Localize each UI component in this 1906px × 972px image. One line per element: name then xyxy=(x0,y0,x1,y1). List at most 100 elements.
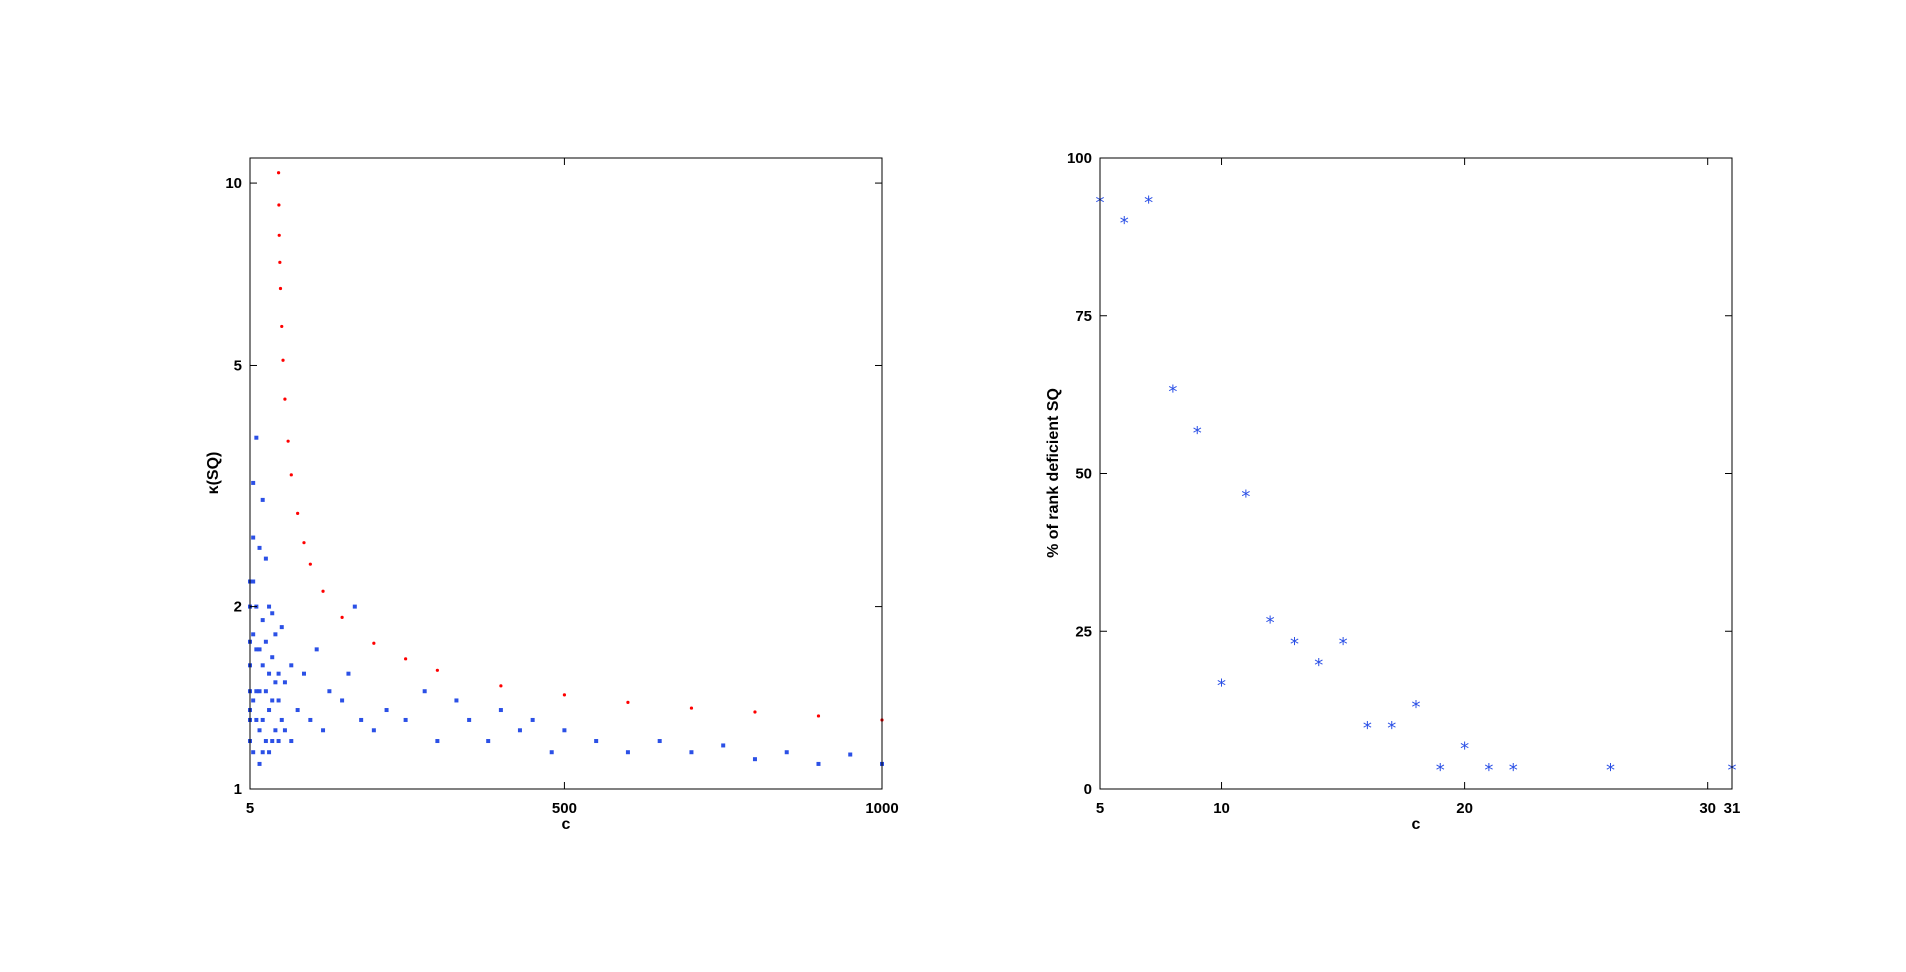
data-point xyxy=(260,497,265,502)
x-tick-label: 500 xyxy=(552,800,577,817)
data-point: * xyxy=(1314,655,1323,676)
data-point xyxy=(254,647,259,652)
data-point xyxy=(276,698,281,703)
data-point xyxy=(257,689,262,694)
data-point xyxy=(289,739,294,744)
data-point xyxy=(372,641,376,645)
data-point xyxy=(562,693,567,697)
data-point xyxy=(816,714,821,718)
data-point xyxy=(251,579,256,584)
data-point xyxy=(486,739,491,744)
data-point xyxy=(260,618,265,623)
y-tick-label: 0 xyxy=(1084,781,1092,798)
x-tick-label: 30 xyxy=(1699,800,1716,817)
data-point xyxy=(254,689,259,694)
data-point xyxy=(352,604,357,609)
data-point xyxy=(384,708,389,713)
data-point: * xyxy=(1363,718,1372,739)
y-tick-label: 2 xyxy=(234,599,242,616)
data-point xyxy=(321,728,326,733)
data-point: * xyxy=(1144,192,1153,213)
data-point xyxy=(340,698,345,703)
data-point xyxy=(270,655,275,660)
data-point xyxy=(267,708,272,713)
data-point xyxy=(260,750,265,755)
data-point xyxy=(403,717,408,722)
data-point: * xyxy=(1387,718,1396,739)
data-point xyxy=(270,739,275,744)
data-point xyxy=(499,684,503,688)
data-point xyxy=(283,397,287,401)
data-point xyxy=(296,511,300,516)
data-point: * xyxy=(1241,486,1250,507)
data-point xyxy=(273,632,278,637)
data-point xyxy=(263,639,268,644)
data-point: * xyxy=(1436,760,1445,781)
y-tick-label: 10 xyxy=(225,175,242,192)
data-point xyxy=(267,671,272,676)
data-point xyxy=(282,680,287,685)
x-tick-label: 5 xyxy=(1096,800,1104,817)
data-point xyxy=(267,750,272,755)
data-point xyxy=(625,750,630,755)
data-point xyxy=(295,708,300,713)
data-point xyxy=(278,286,283,291)
data-point xyxy=(260,663,265,668)
data-point: * xyxy=(1217,676,1226,697)
data-point xyxy=(562,728,567,733)
y-tick-label: 25 xyxy=(1075,623,1092,640)
data-point xyxy=(308,717,313,722)
data-point xyxy=(359,717,364,722)
data-point xyxy=(848,752,853,757)
data-point: * xyxy=(1606,760,1615,781)
data-point xyxy=(263,556,268,561)
data-point xyxy=(530,717,535,722)
data-point xyxy=(327,689,332,694)
data-point xyxy=(321,589,325,593)
data-point xyxy=(302,541,306,545)
data-point xyxy=(257,647,262,652)
data-point: * xyxy=(1509,760,1518,781)
x-tick-label: 31 xyxy=(1724,800,1741,817)
data-point xyxy=(689,706,694,710)
y-tick-label: 1 xyxy=(234,781,242,798)
data-point xyxy=(280,324,284,329)
x-tick-label: 10 xyxy=(1213,800,1230,817)
data-point xyxy=(346,671,351,676)
data-point xyxy=(270,611,275,616)
x-tick-label: 1000 xyxy=(865,800,898,817)
data-point: * xyxy=(1120,213,1129,234)
data-point xyxy=(278,260,282,264)
kappa-y-axis-label: κ(SQ) xyxy=(205,452,222,495)
data-point xyxy=(517,728,522,733)
data-point xyxy=(422,689,427,694)
data-point xyxy=(549,750,554,755)
kappa-scatter-chart: 5 500 1000 1 2 5 10 c κ(SQ) xyxy=(205,157,899,833)
data-point xyxy=(281,358,285,362)
data-point xyxy=(254,717,259,722)
data-point: * xyxy=(1412,697,1421,718)
data-point xyxy=(784,750,789,755)
data-point xyxy=(277,203,281,207)
data-point xyxy=(498,708,503,713)
data-point: * xyxy=(1193,423,1202,444)
data-point xyxy=(289,473,293,477)
data-point xyxy=(251,535,256,540)
rank-deficient-x-axis-label: c xyxy=(1412,816,1421,833)
data-point xyxy=(257,545,262,550)
data-point xyxy=(371,728,376,733)
data-point xyxy=(273,728,278,733)
data-point xyxy=(467,717,472,722)
data-point xyxy=(308,562,312,566)
data-point xyxy=(454,698,459,703)
data-point xyxy=(286,439,290,443)
data-point xyxy=(257,761,262,766)
data-point xyxy=(254,435,259,440)
kappa-plot-frame xyxy=(249,157,883,790)
data-point xyxy=(816,761,821,766)
data-point: * xyxy=(1339,634,1348,655)
rank-deficient-chart: ************ ***** * * * 5 10 20 30 310255075100… xyxy=(1045,150,1740,833)
data-point xyxy=(289,663,294,668)
y-tick-label: 100 xyxy=(1067,150,1092,167)
